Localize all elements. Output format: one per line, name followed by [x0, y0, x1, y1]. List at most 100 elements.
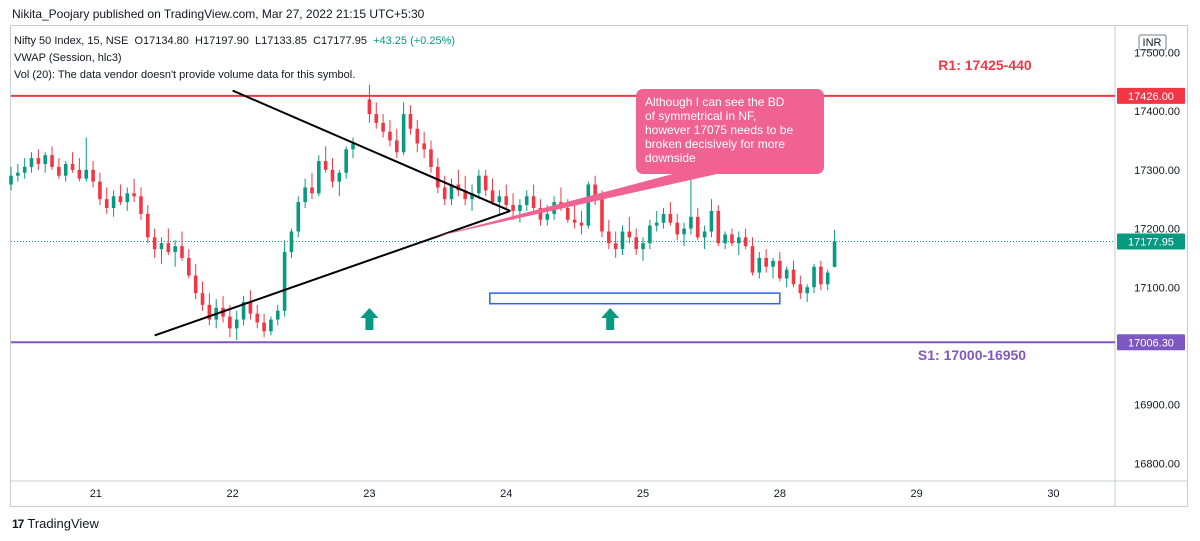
- candle-body: [497, 196, 502, 203]
- candle-body: [654, 222, 659, 226]
- candle-body: [374, 114, 379, 123]
- candle-body: [317, 161, 321, 194]
- candle-body: [50, 155, 54, 167]
- candle-body: [29, 158, 34, 167]
- x-tick-label: 29: [911, 488, 923, 500]
- candle-body: [511, 205, 515, 211]
- legend-symbol-row: Nifty 50 Index, 15, NSE O17134.80 H17197…: [14, 35, 455, 47]
- y-tick-label: 17100.00: [1134, 282, 1180, 294]
- candle-body: [716, 210, 721, 244]
- candle-body: [401, 114, 406, 153]
- candle-body: [648, 225, 652, 244]
- demand-zone-box: [489, 292, 781, 305]
- candle-body: [381, 122, 385, 132]
- candle-body: [778, 260, 782, 279]
- candle-body: [463, 190, 467, 200]
- candle-body: [531, 196, 536, 208]
- candle-body: [193, 275, 198, 294]
- x-tick-label: 21: [90, 488, 102, 500]
- candle-body: [832, 241, 837, 267]
- candle-body: [483, 175, 488, 191]
- y-tick-label: 16900.00: [1134, 400, 1180, 412]
- candle-body: [449, 184, 454, 200]
- footer-brand[interactable]: 17 TradingView: [12, 516, 99, 531]
- candle-body: [675, 222, 680, 235]
- candle-body: [641, 243, 645, 250]
- candle-body: [545, 213, 550, 220]
- callout-pointer: [432, 170, 735, 238]
- candle-body: [323, 161, 328, 170]
- candle-body: [668, 213, 673, 223]
- candle-body: [303, 187, 307, 203]
- chart-frame[interactable]: [10, 25, 1188, 507]
- candle-body: [344, 149, 348, 173]
- candle-body: [9, 175, 13, 185]
- candle-body: [750, 246, 755, 273]
- resistance-tag: [1117, 87, 1185, 104]
- up-arrow-icon: [601, 308, 620, 330]
- candle-body: [173, 246, 177, 253]
- candle-body: [600, 199, 604, 232]
- candle-body: [661, 213, 666, 223]
- candle-body: [262, 322, 266, 332]
- candle-body: [200, 293, 205, 305]
- legend-close: C17177.95: [313, 35, 367, 47]
- legend-low: L17133.85: [254, 35, 307, 47]
- candle-body: [634, 237, 638, 250]
- candle-body: [689, 216, 693, 229]
- y-tick-label: 17400.00: [1134, 106, 1180, 118]
- candle-body: [477, 175, 481, 194]
- candle-body: [187, 257, 191, 276]
- candle-body: [791, 269, 796, 285]
- candle-body: [784, 269, 789, 279]
- candle-body: [63, 163, 68, 176]
- candle-body: [275, 310, 280, 320]
- candle-body: [743, 237, 748, 247]
- candle-body: [330, 169, 335, 182]
- candle-body: [620, 231, 625, 250]
- candle-body: [518, 205, 522, 211]
- legend-volume[interactable]: Vol (20): The data vendor doesn't provid…: [14, 69, 356, 81]
- candle-body: [337, 172, 342, 182]
- legend-open: O17134.80: [134, 35, 189, 47]
- last-price-tag-label: 17177.95: [1128, 236, 1174, 248]
- triangle-upper-trendline: [232, 89, 511, 212]
- candle-body: [695, 216, 700, 238]
- footer-brand-name: TradingView: [27, 516, 99, 531]
- candle-body: [166, 243, 171, 253]
- candle-body: [422, 143, 426, 150]
- x-tick-label: 22: [226, 488, 238, 500]
- candle-body: [825, 272, 830, 285]
- candle-body: [408, 114, 413, 129]
- candle-body: [367, 99, 372, 115]
- legend-symbol[interactable]: Nifty 50 Index, 15, NSE: [14, 35, 129, 47]
- candle-body: [805, 287, 809, 294]
- candle-body: [152, 237, 157, 250]
- candle-body: [241, 301, 246, 320]
- legend-vwap[interactable]: VWAP (Session, hlc3): [14, 52, 122, 64]
- candle-body: [296, 202, 301, 232]
- triangle-lower-trendline: [154, 209, 511, 337]
- candle-body: [57, 166, 61, 176]
- candle-body: [125, 193, 130, 203]
- x-tick-label: 23: [363, 488, 375, 500]
- candle-body: [627, 231, 632, 238]
- candle-body: [504, 196, 509, 206]
- support-tag-label: 17006.30: [1128, 337, 1174, 349]
- candle-body: [812, 266, 816, 288]
- candle-body: [77, 169, 82, 179]
- candle-body: [723, 234, 727, 244]
- candle-body: [282, 252, 287, 311]
- candle-body: [234, 319, 239, 329]
- candle-body: [702, 231, 707, 238]
- candle-body: [613, 243, 618, 250]
- candle-body: [771, 260, 775, 267]
- candle-body: [572, 219, 577, 223]
- y-tick-label: 17300.00: [1134, 165, 1180, 177]
- candle-body: [730, 234, 734, 244]
- up-arrow-icon: [360, 308, 379, 330]
- resistance-label: R1: 17425-440: [938, 57, 1032, 73]
- x-tick-label: 28: [774, 488, 786, 500]
- candle-body: [394, 140, 399, 153]
